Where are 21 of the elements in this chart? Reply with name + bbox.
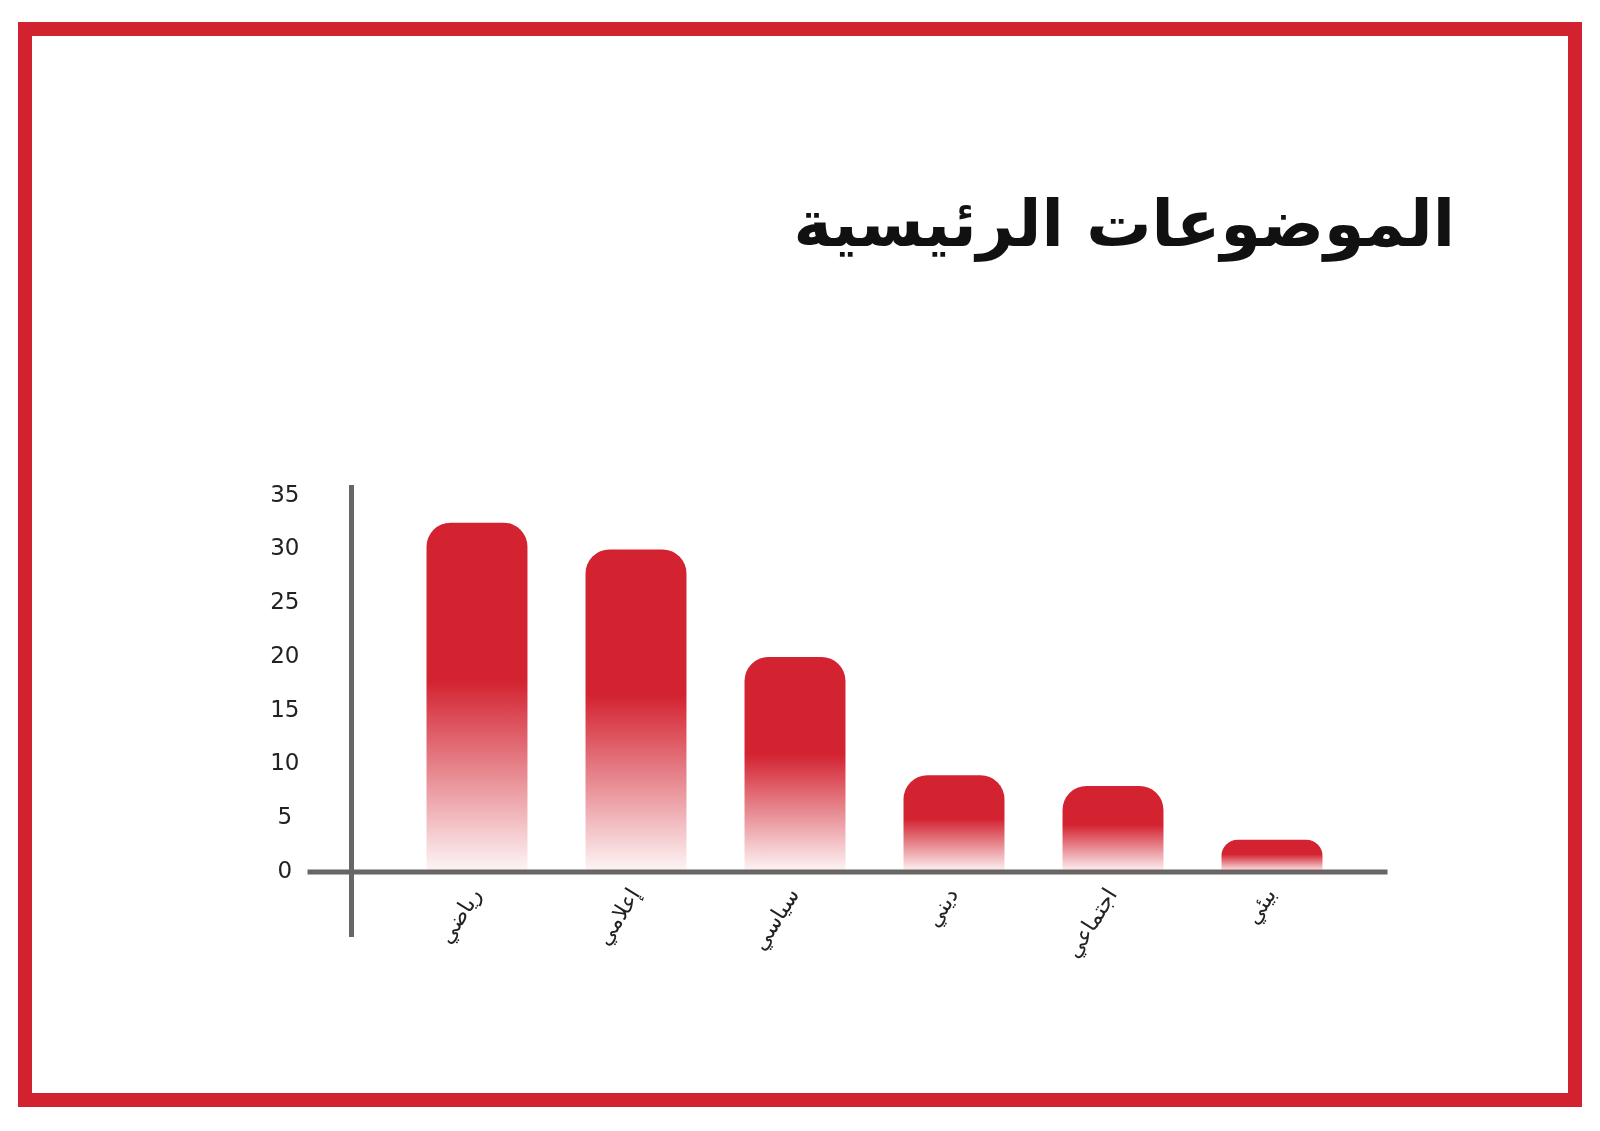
y-tick-label: 10 [270,749,300,776]
y-tick-label: 30 [270,534,300,561]
chart-title: الموضوعات الرئيسية [793,185,1455,264]
x-tick-label: إعلامي [590,883,646,951]
bar [903,775,1005,872]
y-tick-label: 15 [270,695,300,722]
x-tick-label: اجتماعي [1059,883,1123,963]
bar [744,657,846,872]
y-tick-label: 35 [270,480,300,507]
x-tick-label: ديني [920,883,964,932]
y-tick-label: 25 [270,588,300,615]
x-tick-label: بيئي [1239,883,1282,930]
x-tick-label: سياسي [746,883,805,956]
x-tick-label: رياضي [432,883,487,949]
bar [1221,839,1323,872]
y-tick-label: 20 [270,641,300,668]
y-tick-label: 5 [277,803,293,830]
bar [426,522,528,872]
bar [1062,786,1164,872]
bar [585,549,687,872]
y-tick-label: 0 [277,856,293,883]
